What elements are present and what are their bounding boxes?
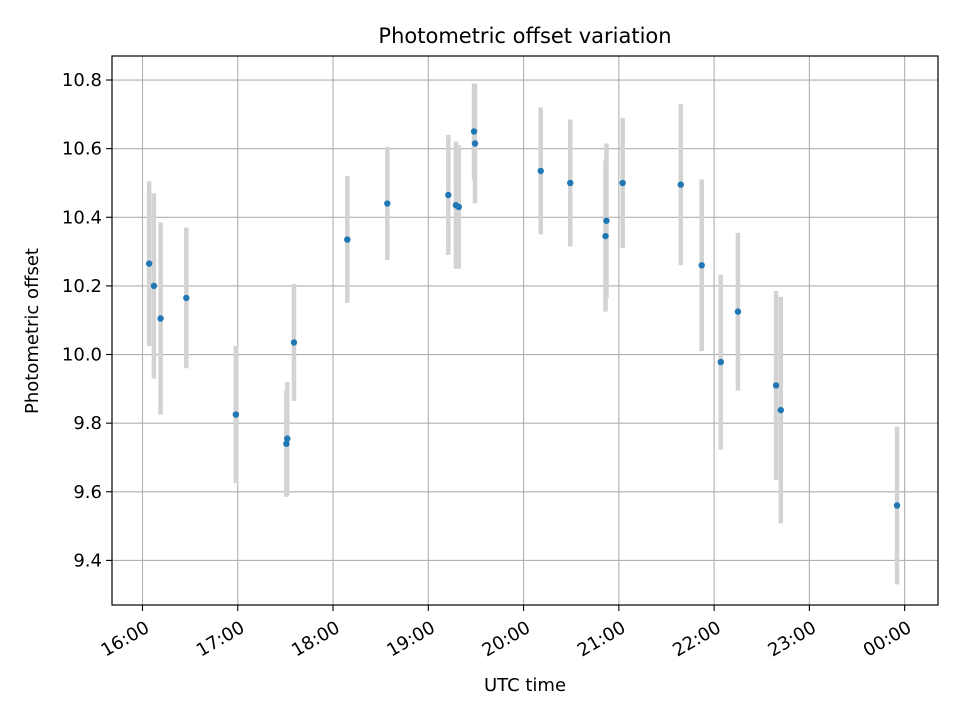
data-point — [734, 308, 742, 315]
chart-title: Photometric offset variation — [378, 24, 671, 48]
data-point — [290, 339, 298, 346]
data-point — [183, 294, 190, 302]
data-point — [284, 435, 291, 442]
data-point — [717, 358, 724, 366]
y-tick-label: 9.4 — [73, 550, 102, 571]
data-point — [445, 191, 452, 199]
data-point — [470, 128, 478, 135]
data-point — [232, 411, 240, 418]
data-point — [777, 406, 785, 414]
data-point — [602, 232, 609, 240]
y-tick-label: 9.6 — [73, 482, 102, 503]
data-point — [283, 440, 290, 447]
data-point — [603, 217, 610, 224]
y-axis-title: Photometric offset — [22, 248, 43, 414]
data-point — [698, 262, 705, 269]
y-tick-label: 10.6 — [62, 139, 102, 160]
data-point — [344, 236, 351, 243]
y-tick-label: 10.0 — [62, 345, 102, 366]
data-point — [471, 140, 479, 147]
y-tick-label: 10.8 — [62, 70, 102, 91]
plot-frame — [111, 55, 939, 606]
data-point — [537, 167, 544, 175]
y-tick-label: 10.2 — [62, 276, 102, 297]
data-point — [567, 179, 574, 187]
data-point — [384, 200, 391, 207]
grid — [112, 56, 938, 605]
data-point — [145, 260, 153, 267]
y-tick-label: 10.4 — [62, 207, 102, 228]
data-point — [150, 282, 158, 290]
data-points — [145, 128, 901, 509]
data-point — [677, 181, 684, 188]
data-point — [893, 502, 901, 509]
data-point — [619, 179, 626, 187]
data-point — [772, 382, 780, 389]
x-axis-title: UTC time — [484, 675, 566, 696]
data-point — [157, 315, 164, 322]
data-point — [455, 203, 462, 211]
y-tick-label: 9.8 — [73, 413, 102, 434]
